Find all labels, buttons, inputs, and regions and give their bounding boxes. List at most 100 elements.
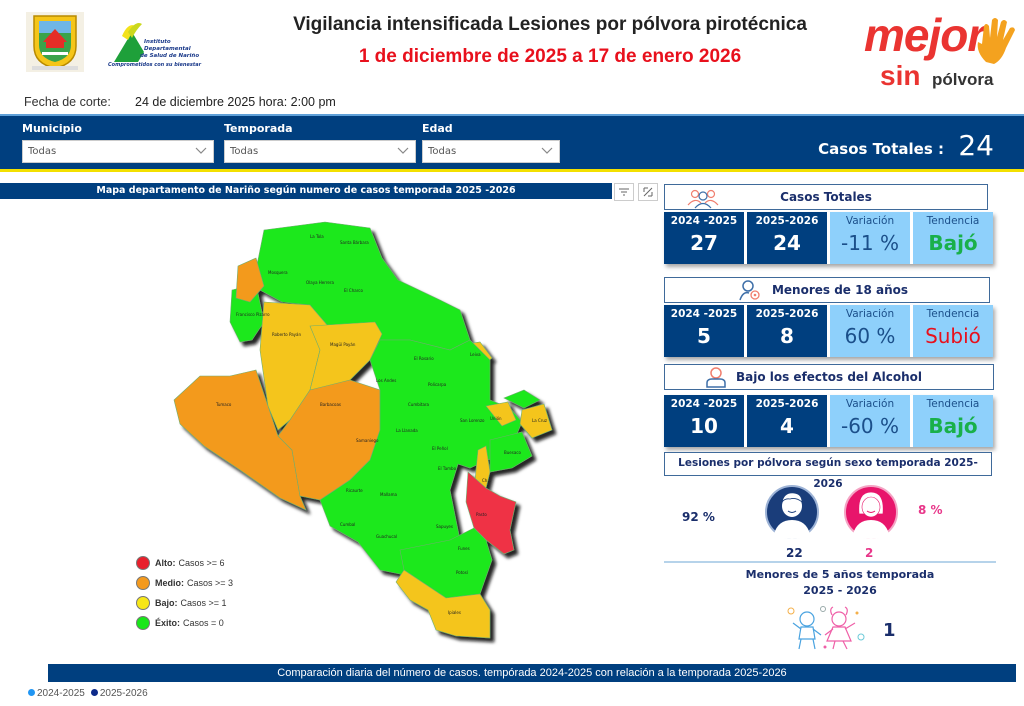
region-pasto-red [465, 471, 517, 555]
region-mosquera-orange [235, 257, 265, 303]
kpi-curr-season: 2025-2026 8 [747, 305, 827, 357]
expand-icon [643, 187, 653, 197]
legend-level: Medio: [155, 578, 184, 588]
total-cases-label: Casos Totales : [818, 140, 944, 158]
kpi-casos-totales-row: 2024 -2025 27 2025-2026 24 Variación -11 % … [664, 212, 993, 264]
svg-text:Mosquera: Mosquera [268, 270, 288, 275]
edad-dropdown-value: Todas [428, 146, 457, 157]
region-buesaco [489, 431, 533, 473]
svg-text:Roberto Payán: Roberto Payán [272, 332, 301, 337]
hand-icon [977, 18, 1015, 64]
kpi-title: Menores de 18 años [771, 283, 909, 297]
chevron-down-icon [397, 147, 409, 154]
svg-text:Olaya Herrera: Olaya Herrera [306, 280, 335, 285]
region-san-pablo-north [503, 389, 541, 409]
mejor-sin-polvora-logo: mejor sin pólvora [862, 8, 1022, 94]
total-cases-value: 24 [958, 129, 994, 162]
svg-text:Ricaurte: Ricaurte [346, 488, 363, 493]
date-range-subtitle: 1 de diciembre de 2025 a 17 de enero 202… [358, 46, 742, 67]
svg-text:Comprometidos con su bienestar: Comprometidos con su bienestar [108, 62, 202, 68]
svg-text:de Salud de Nariño: de Salud de Nariño [140, 53, 199, 59]
ids-narino-logo: Instituto Departamental de Salud de Nari… [106, 18, 212, 74]
female-avatar-icon [843, 484, 899, 540]
kpi-variation: Variación -11 % [830, 212, 910, 264]
edad-dropdown[interactable]: Todas [422, 140, 560, 163]
temporada-dropdown-value: Todas [230, 146, 259, 157]
children-illustration-icon [785, 603, 870, 653]
kpi-prev-season: 2024 -2025 5 [664, 305, 744, 357]
legend-level: Alto: [155, 558, 176, 568]
svg-text:Cumbal: Cumbal [340, 522, 355, 527]
legend-item-medio: Medio: Casos >= 3 [136, 573, 233, 593]
dark-blue-dot-icon [90, 689, 98, 696]
svg-text:El Tambo: El Tambo [438, 466, 457, 471]
green-circle-icon [136, 616, 150, 630]
region-ipiales [395, 569, 491, 639]
svg-text:Instituto: Instituto [144, 39, 171, 45]
temporada-dropdown[interactable]: Todas [224, 140, 416, 163]
svg-text:Funes: Funes [458, 546, 470, 551]
legend-item-2024-2025[interactable]: 2024-2025 [28, 688, 85, 699]
daily-comparison-title: Comparación diaria del número de casos. … [48, 664, 1016, 682]
filter-lines-icon [619, 188, 629, 196]
svg-text:Samaniego: Samaniego [356, 438, 379, 443]
svg-text:Potosí: Potosí [456, 570, 469, 575]
filter-bar: Municipio Todas Temporada Todas Edad Tod… [0, 114, 1024, 172]
narino-choropleth-map[interactable]: La Tola Santa Bárbara Mosquera Olaya Her… [160, 210, 580, 650]
kpi-curr-season: 2025-2026 4 [747, 395, 827, 447]
svg-text:El Peñol: El Peñol [432, 446, 448, 451]
kpi-title: Casos Totales [780, 190, 872, 204]
legend-item-2025-2026[interactable]: 2025-2026 [90, 688, 148, 699]
legend-item-alto: Alto: Casos >= 6 [136, 553, 233, 573]
filter-visual-button[interactable] [614, 183, 634, 201]
municipio-dropdown[interactable]: Todas [22, 140, 214, 163]
kpi-variation: Variación -60 % [830, 395, 910, 447]
legend-item-exito: Éxito: Casos = 0 [136, 613, 233, 633]
svg-text:Mallama: Mallama [380, 492, 397, 497]
person-icon [706, 367, 726, 388]
divider [664, 561, 996, 563]
child-icon [739, 280, 760, 301]
svg-text:Unión: Unión [490, 416, 502, 421]
svg-text:La Llanada: La Llanada [396, 428, 418, 433]
narino-shield-logo [26, 12, 84, 72]
filter-edad-label: Edad [422, 122, 453, 135]
kpi-menores-18-header: Menores de 18 años [664, 277, 990, 303]
svg-text:La Cruz: La Cruz [532, 418, 547, 423]
brand-word-mejor: mejor [864, 9, 985, 61]
svg-text:Ch...: Ch... [482, 478, 491, 483]
filter-temporada-label: Temporada [224, 122, 293, 135]
svg-text:Pasto: Pasto [476, 512, 487, 517]
kpi-prev-season: 2024 -2025 10 [664, 395, 744, 447]
svg-text:Departamental: Departamental [144, 46, 191, 52]
filter-temporada: Temporada Todas [224, 122, 416, 163]
menores-5-title-line2: 2025 - 2026 [803, 584, 877, 597]
kpi-alcohol-row: 2024 -2025 10 2025-2026 4 Variación -60 % T… [664, 395, 993, 447]
male-avatar-icon [764, 484, 820, 540]
svg-text:San Lorenzo: San Lorenzo [460, 418, 485, 423]
focus-mode-button[interactable] [638, 183, 658, 201]
male-percentage: 92 % [682, 510, 715, 524]
orange-circle-icon [136, 576, 150, 590]
kpi-casos-totales-header: Casos Totales [664, 184, 988, 210]
brand-word-sin: sin [880, 60, 921, 91]
legend-rule: Casos >= 3 [187, 578, 234, 588]
chevron-down-icon [541, 147, 553, 154]
legend-label: 2025-2026 [99, 688, 148, 699]
svg-text:Santa Bárbara: Santa Bárbara [340, 240, 369, 245]
svg-text:Cumbitara: Cumbitara [408, 402, 430, 407]
cutoff-date-value: 24 de diciembre 2025 hora: 2:00 pm [135, 95, 336, 109]
legend-rule: Casos = 0 [183, 618, 224, 628]
menores-5-value: 1 [883, 620, 896, 641]
kpi-prev-season: 2024 -2025 27 [664, 212, 744, 264]
kpi-variation: Variación 60 % [830, 305, 910, 357]
svg-text:Guachucal: Guachucal [376, 534, 397, 539]
map-title: Mapa departamento de Nariño según numero… [0, 183, 612, 199]
chevron-down-icon [195, 147, 207, 154]
svg-text:Sapuyes: Sapuyes [436, 524, 453, 529]
svg-text:Leiva: Leiva [470, 352, 481, 357]
kpi-trend: Tendencia Bajó [913, 395, 993, 447]
brand-word-polvora: pólvora [932, 70, 994, 89]
svg-text:Los Andes: Los Andes [376, 378, 396, 383]
legend-label: 2024-2025 [37, 688, 85, 699]
